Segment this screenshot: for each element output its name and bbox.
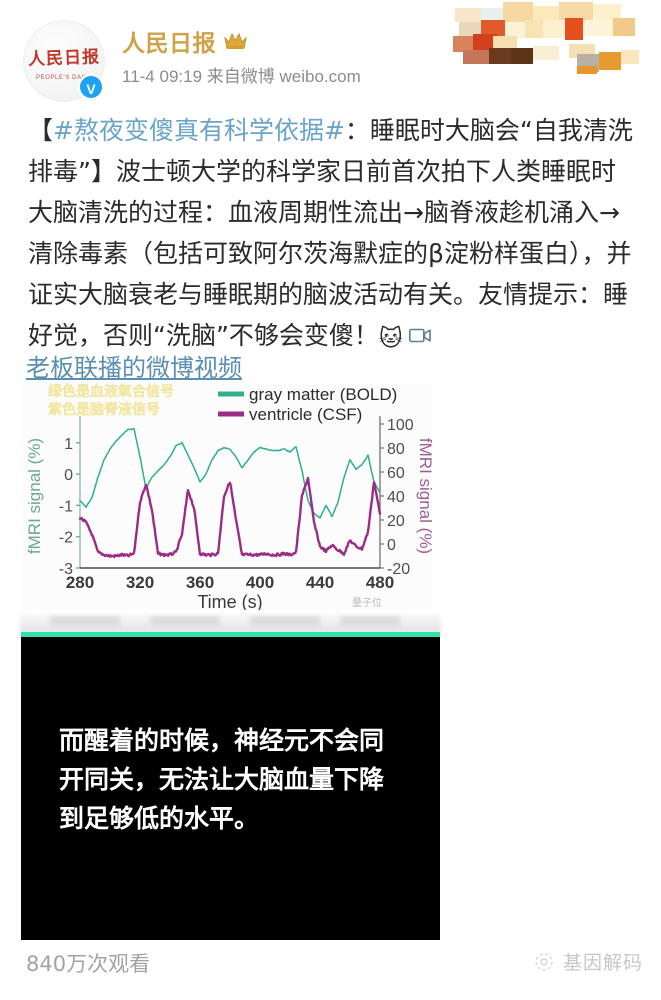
post-text: 【#熬夜变傻真有科学依据#：睡眠时大脑会“自我清洗排毒”】波士顿大学的科学家日前… bbox=[28, 110, 640, 360]
video-player[interactable]: 而醒着的时候，神经元不会同 开同关，无法让大脑血量下降 到足够低的水平。 bbox=[21, 637, 440, 940]
crown-icon bbox=[223, 31, 248, 51]
svg-text:280: 280 bbox=[66, 573, 94, 592]
svg-text:ventricle (CSF): ventricle (CSF) bbox=[249, 405, 362, 424]
subtitle-line: 开同关，无法让大脑血量下降 bbox=[59, 765, 385, 794]
fmri-chart-svg: 1 0 -1 -2 -3 100 80 60 40 20 0 -20 280 320 360 400 440 48… bbox=[22, 382, 432, 610]
svg-text:20: 20 bbox=[387, 513, 405, 530]
account-name-row: 人民日报 bbox=[122, 24, 248, 58]
post-source[interactable]: 来自微博 weibo.com bbox=[206, 67, 361, 86]
svg-text:360: 360 bbox=[186, 573, 214, 592]
gene-helix-icon bbox=[533, 951, 555, 973]
post-body: ：睡眠时大脑会“自我清洗排毒”】波士顿大学的科学家日前首次拍下人类睡眠时大脑清洗… bbox=[28, 116, 633, 350]
svg-text:0: 0 bbox=[64, 467, 73, 484]
avatar-calligraphy: 人民日报 bbox=[27, 47, 101, 69]
svg-text:Time (s): Time (s) bbox=[197, 592, 262, 610]
post-meta: 11-4 09:19 来自微博 weibo.com bbox=[122, 62, 361, 87]
fmri-chart: 1 0 -1 -2 -3 100 80 60 40 20 0 -20 280 320 360 400 440 48… bbox=[22, 382, 432, 610]
svg-text:-1: -1 bbox=[59, 498, 73, 515]
svg-text:量子位: 量子位 bbox=[352, 596, 382, 609]
avatar[interactable]: 人民日报 PEOPLE'S DAILY bbox=[23, 20, 105, 102]
svg-text:fMRI signal (%): fMRI signal (%) bbox=[416, 438, 432, 554]
account-name[interactable]: 人民日报 bbox=[122, 30, 216, 56]
svg-text:480: 480 bbox=[366, 573, 394, 592]
svg-text:60: 60 bbox=[387, 465, 405, 482]
subtitle-line: 而醒着的时候，神经元不会同 bbox=[59, 726, 385, 755]
svg-text:0: 0 bbox=[387, 537, 396, 554]
svg-text:fMRI signal (%): fMRI signal (%) bbox=[25, 438, 44, 554]
blurred-mosaic-region bbox=[449, 2, 649, 74]
video-camera-icon[interactable] bbox=[408, 328, 431, 343]
post-header: 人民日报 PEOPLE'S DAILY V 人民日报 11-4 09:19 来自… bbox=[0, 0, 661, 102]
svg-text:-2: -2 bbox=[59, 530, 73, 547]
svg-text:紫色是脑脊液信号: 紫色是脑脊液信号 bbox=[48, 401, 160, 418]
svg-text:100: 100 bbox=[387, 417, 414, 434]
watermark: 基因解码 bbox=[533, 948, 643, 975]
svg-text:40: 40 bbox=[387, 489, 405, 506]
svg-text:320: 320 bbox=[126, 573, 154, 592]
svg-text:gray matter (BOLD): gray matter (BOLD) bbox=[249, 385, 397, 404]
video-top-blur bbox=[20, 612, 441, 634]
svg-text:400: 400 bbox=[246, 573, 274, 592]
video-progress-bar[interactable] bbox=[21, 632, 440, 639]
post-timestamp: 11-4 09:19 bbox=[122, 67, 203, 86]
svg-text:-3: -3 bbox=[59, 561, 73, 578]
verified-badge-icon: V bbox=[78, 74, 104, 100]
cat-emoji-icon: 🐱 bbox=[378, 326, 403, 352]
video-link[interactable]: 老板联播的微博视频 bbox=[26, 354, 242, 382]
svg-text:绿色是血液氧合信号: 绿色是血液氧合信号 bbox=[48, 383, 174, 400]
post-hashtag[interactable]: #熬夜变傻真有科学依据# bbox=[53, 116, 345, 145]
subtitle-line: 到足够低的水平。 bbox=[59, 804, 260, 833]
video-subtitles: 而醒着的时候，神经元不会同 开同关，无法让大脑血量下降 到足够低的水平。 bbox=[59, 721, 419, 838]
view-count: 840万次观看 bbox=[26, 952, 151, 976]
svg-text:-20: -20 bbox=[387, 561, 410, 578]
avatar-subtext: PEOPLE'S DAILY bbox=[35, 75, 93, 82]
svg-text:80: 80 bbox=[387, 441, 405, 458]
svg-text:440: 440 bbox=[306, 573, 334, 592]
svg-text:1: 1 bbox=[64, 436, 73, 453]
post-bracket-open: 【 bbox=[28, 116, 54, 145]
watermark-text: 基因解码 bbox=[562, 952, 643, 974]
